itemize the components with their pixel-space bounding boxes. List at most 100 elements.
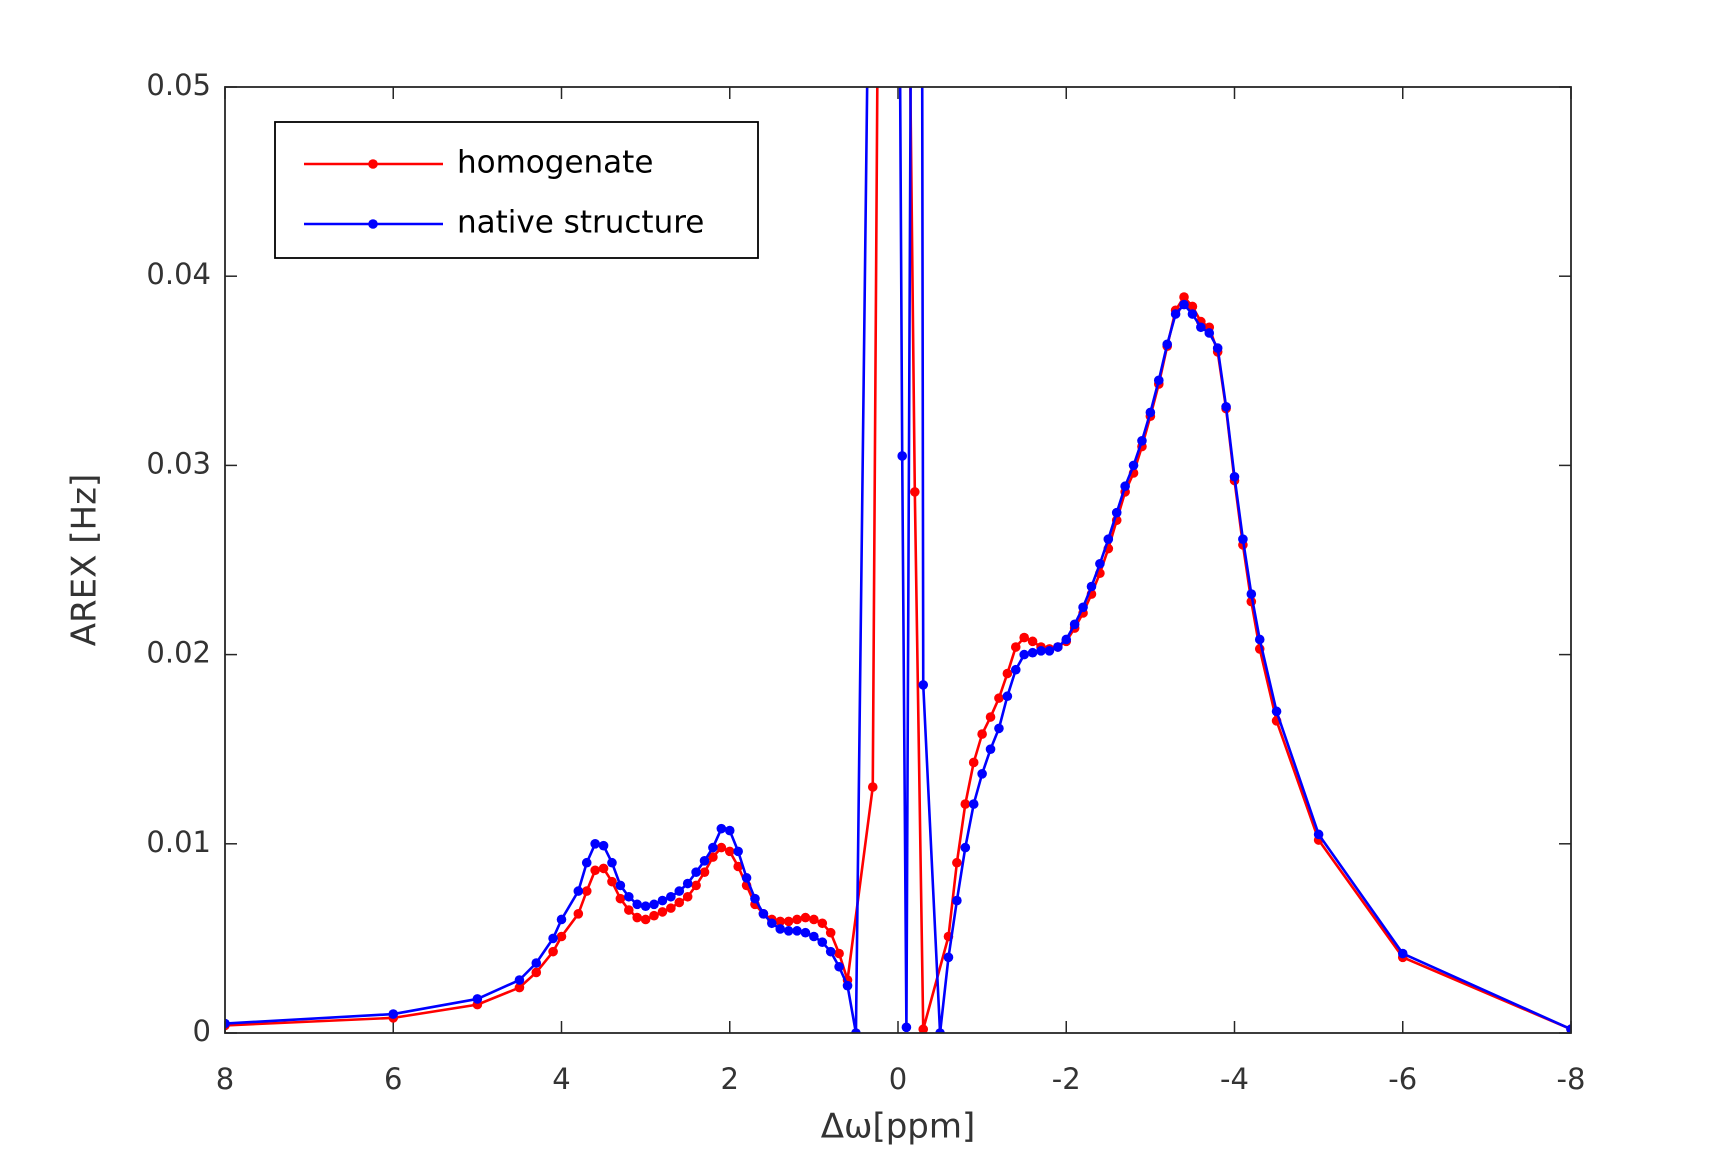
data-point — [1153, 375, 1164, 386]
data-point — [666, 903, 676, 913]
data-point — [1078, 602, 1088, 613]
data-point — [783, 916, 794, 927]
data-point — [960, 842, 971, 853]
x-tick-label: 6 — [384, 1062, 402, 1096]
plot-series — [225, 87, 1571, 1033]
data-point — [918, 680, 929, 690]
data-point — [1566, 1024, 1571, 1033]
data-point — [388, 1009, 399, 1019]
data-point — [666, 891, 676, 902]
data-point — [691, 880, 701, 891]
data-point — [640, 914, 651, 925]
data-point — [581, 886, 592, 896]
legend-label: native structure — [457, 205, 704, 241]
data-point — [1238, 534, 1248, 544]
data-point — [897, 451, 908, 461]
data-point — [952, 895, 962, 906]
x-tick-label: -2 — [1052, 1062, 1081, 1096]
data-point — [767, 918, 777, 929]
data-point — [952, 857, 962, 868]
y-tick-label: 0.05 — [146, 68, 211, 102]
data-point — [514, 982, 525, 993]
data-point — [1162, 339, 1172, 350]
data-point — [624, 891, 634, 902]
data-point — [225, 1018, 230, 1029]
data-point — [1137, 436, 1147, 446]
data-point — [1397, 948, 1408, 959]
data-point — [1221, 401, 1231, 412]
data-point — [548, 933, 558, 944]
data-point — [809, 914, 819, 925]
data-point — [1111, 507, 1122, 518]
data-point — [514, 975, 525, 985]
legend-label: homogenate — [457, 145, 653, 181]
data-point — [775, 924, 786, 934]
data-point — [590, 865, 600, 876]
data-point — [1010, 642, 1021, 652]
data-point — [632, 912, 643, 923]
legend-marker — [368, 159, 378, 169]
data-point — [1187, 309, 1198, 319]
data-point — [598, 863, 609, 874]
data-point — [1128, 460, 1139, 471]
data-point — [985, 712, 996, 722]
data-point — [607, 876, 617, 887]
data-point — [977, 768, 987, 779]
data-point — [834, 948, 844, 959]
data-point — [1086, 581, 1097, 592]
data-point — [935, 1028, 945, 1033]
data-point — [1313, 829, 1324, 840]
data-point — [1187, 301, 1198, 312]
data-point — [1036, 646, 1046, 656]
data-point — [531, 958, 542, 968]
data-point — [632, 899, 643, 910]
data-point — [1002, 668, 1013, 679]
data-point — [657, 895, 668, 906]
data-point — [985, 744, 996, 754]
data-point — [733, 861, 743, 872]
data-point — [1010, 664, 1021, 675]
data-point — [674, 886, 685, 896]
data-point — [943, 952, 954, 963]
data-point — [699, 867, 710, 877]
data-point — [1061, 634, 1072, 645]
data-point — [1120, 481, 1130, 492]
data-point — [817, 918, 828, 929]
data-point — [1212, 343, 1223, 353]
data-point — [783, 926, 794, 936]
legend-box — [274, 121, 759, 259]
data-point — [977, 729, 987, 739]
data-point — [682, 878, 693, 889]
data-point — [573, 909, 584, 919]
data-point — [792, 926, 802, 936]
data-point — [531, 967, 542, 978]
data-point — [800, 912, 811, 923]
data-point — [817, 937, 828, 947]
x-tick-label: -8 — [1557, 1062, 1586, 1096]
data-point — [699, 856, 710, 866]
data-point — [851, 1028, 861, 1033]
data-point — [472, 994, 483, 1004]
data-point — [708, 842, 718, 853]
axes-box — [224, 86, 1572, 1034]
data-point — [758, 909, 769, 919]
data-point — [674, 897, 685, 908]
data-point — [1204, 328, 1215, 338]
data-point — [1179, 292, 1189, 302]
data-point — [615, 893, 626, 904]
data-point — [968, 757, 979, 768]
data-point — [598, 840, 609, 851]
data-point — [682, 891, 693, 902]
data-point — [809, 931, 819, 942]
data-point — [607, 857, 617, 868]
y-tick-label: 0 — [193, 1014, 211, 1048]
data-point — [1103, 534, 1114, 544]
y-axis-label: AREX [Hz] — [65, 474, 105, 646]
data-point — [842, 980, 853, 991]
data-point — [994, 693, 1004, 703]
x-tick-label: 8 — [216, 1062, 234, 1096]
data-point — [741, 873, 752, 883]
data-point — [649, 910, 659, 921]
data-point — [590, 839, 600, 849]
data-point — [1027, 636, 1038, 647]
